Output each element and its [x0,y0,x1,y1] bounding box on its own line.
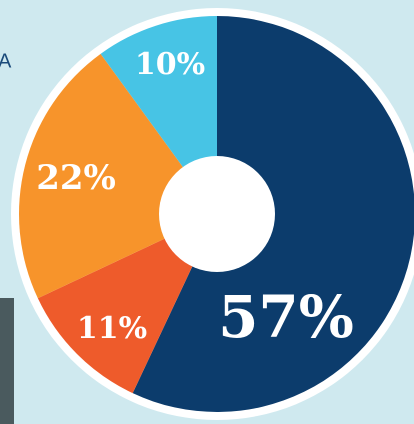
value-label: 22% [36,158,116,198]
slice [37,214,218,394]
side-text: A [0,50,12,72]
value-label: 11% [77,311,147,346]
value-label: 57% [218,283,354,351]
donut-hole [159,156,275,272]
photo-fragment [0,298,14,424]
value-label: 10% [135,47,205,82]
